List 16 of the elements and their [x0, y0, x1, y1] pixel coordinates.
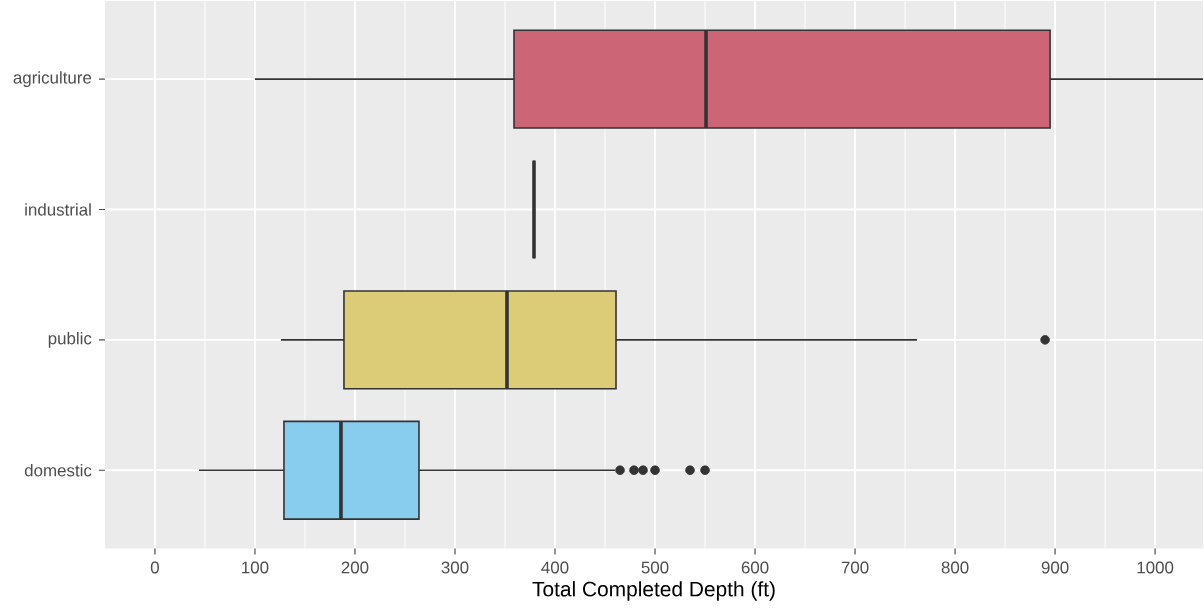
y-tick-label: agriculture: [13, 71, 92, 87]
x-tick-label: 300: [441, 561, 469, 574]
x-tick-label: 700: [841, 561, 869, 574]
x-tick-label: 0: [150, 561, 159, 574]
y-tick-label: industrial: [25, 203, 91, 216]
x-tick-label: 100: [242, 561, 269, 574]
y-tick-label: public: [48, 331, 92, 348]
x-tick-label: 800: [941, 561, 969, 574]
x-tick-label: 500: [641, 561, 669, 574]
x-tick-label: 400: [541, 561, 569, 574]
x-axis-title: Total Completed Depth (ft): [532, 580, 775, 601]
x-tick-label: 900: [1041, 561, 1069, 574]
x-tick-label: 1000: [1137, 561, 1174, 574]
y-tick-label: domestic: [24, 463, 92, 477]
x-tick-label: 200: [341, 561, 369, 574]
x-tick-label: 600: [741, 561, 769, 574]
